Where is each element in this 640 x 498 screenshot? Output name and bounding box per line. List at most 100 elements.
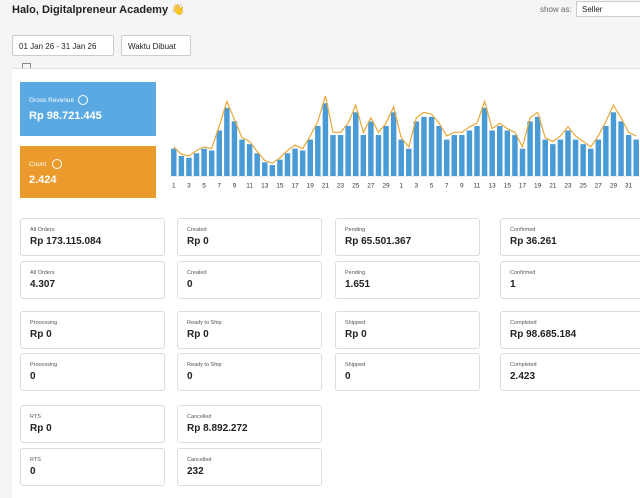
stat-card[interactable]: Cancelled Rp 8.892.272 xyxy=(177,405,322,443)
stat-card[interactable]: Confirmed 1 xyxy=(500,261,640,299)
x-tick-label: 13 xyxy=(261,183,269,190)
time-type-filter[interactable]: Waktu Dibuat ⌄ xyxy=(121,35,191,72)
card-label: Pending xyxy=(345,227,366,233)
bar xyxy=(171,148,177,176)
bar xyxy=(360,135,367,176)
x-tick-label: 21 xyxy=(322,183,330,190)
x-tick-label: 13 xyxy=(489,183,497,190)
bar xyxy=(413,121,420,176)
x-tick-label: 19 xyxy=(534,183,542,190)
bar xyxy=(618,121,624,176)
bar xyxy=(534,116,541,176)
stat-card[interactable]: Confirmed Rp 36.261 xyxy=(500,218,640,256)
bar xyxy=(542,139,548,176)
x-tick-label: 9 xyxy=(233,183,237,190)
stat-card[interactable]: All Orders Rp 173.115.084 xyxy=(20,218,165,256)
bar xyxy=(633,139,639,176)
date-filter[interactable]: 01 Jan 26 - 31 Jan 26 xyxy=(12,35,114,73)
info-icon xyxy=(52,159,62,169)
x-tick-label: 27 xyxy=(367,183,375,190)
stat-card[interactable]: Pending Rp 65.501.367 xyxy=(335,218,480,256)
card-label: Processing xyxy=(30,362,58,368)
card-label: Confirmed xyxy=(510,270,536,276)
stat-card[interactable]: Processing Rp 0 xyxy=(20,311,165,349)
bar xyxy=(352,112,359,176)
card-value: 0 xyxy=(345,371,351,382)
bar xyxy=(208,150,215,176)
summary-value: Rp 98.721.445 xyxy=(29,110,102,122)
bar xyxy=(330,135,336,176)
bar xyxy=(610,112,617,176)
stat-card[interactable]: RTS 0 xyxy=(20,448,165,486)
card-value: 4.307 xyxy=(30,279,56,290)
summary-label: Count xyxy=(29,161,47,168)
stat-card[interactable]: Cancelled 232 xyxy=(177,448,322,486)
bar xyxy=(436,125,442,176)
time-type-text: Waktu Dibuat xyxy=(128,42,176,51)
bar xyxy=(595,139,602,176)
stat-card[interactable]: RTS Rp 0 xyxy=(20,405,165,443)
bar xyxy=(299,150,306,176)
stat-card[interactable]: Completed 2.423 xyxy=(500,353,640,391)
card-value: 0 xyxy=(30,466,36,477)
card-value: 232 xyxy=(187,466,204,477)
card-value: 0 xyxy=(30,371,36,382)
x-tick-label: 7 xyxy=(445,183,449,190)
bar xyxy=(383,125,389,176)
card-value: Rp 65.501.367 xyxy=(345,236,412,247)
x-tick-label: 25 xyxy=(352,183,360,190)
card-value: Rp 0 xyxy=(187,329,209,340)
show-as-select[interactable]: Seller xyxy=(576,1,640,17)
bar xyxy=(231,121,238,176)
bar xyxy=(224,107,230,176)
stat-card[interactable]: Processing 0 xyxy=(20,353,165,391)
page-title: Halo, Digitalpreneur Academy 👋 xyxy=(12,4,185,16)
bar xyxy=(322,103,329,176)
summary-card[interactable]: Gross Revenue Rp 98.721.445 xyxy=(20,82,156,136)
card-label: Cancelled xyxy=(187,414,212,420)
card-value: 1.651 xyxy=(345,279,371,290)
bar xyxy=(443,139,450,176)
card-label: RTS xyxy=(30,457,41,463)
card-value: Rp 8.892.272 xyxy=(187,423,248,434)
bar xyxy=(277,159,283,176)
line xyxy=(173,95,637,164)
stat-card[interactable]: Ready to Ship Rp 0 xyxy=(177,311,322,349)
stat-card[interactable]: All Orders 4.307 xyxy=(20,261,165,299)
stat-card[interactable]: Created 0 xyxy=(177,261,322,299)
card-label: All Orders xyxy=(30,227,55,233)
card-value: 0 xyxy=(187,371,193,382)
x-tick-label: 31 xyxy=(625,183,633,190)
summary-card[interactable]: Count 2.424 xyxy=(20,146,156,198)
stat-card[interactable]: Completed Rp 98.685.184 xyxy=(500,311,640,349)
card-value: Rp 0 xyxy=(30,423,52,434)
date-text: 01 Jan 26 - 31 Jan 26 xyxy=(19,42,97,51)
stat-card[interactable]: Pending 1.651 xyxy=(335,261,480,299)
bar xyxy=(565,130,571,176)
card-label: RTS xyxy=(30,414,41,420)
bar xyxy=(307,139,313,176)
bar xyxy=(315,125,321,176)
bar xyxy=(178,155,185,176)
stat-card[interactable]: Created Rp 0 xyxy=(177,218,322,256)
summary-value: 2.424 xyxy=(29,174,57,186)
card-value: Rp 98.685.184 xyxy=(510,329,577,340)
bar xyxy=(428,116,435,176)
stat-card[interactable]: Ready to Ship 0 xyxy=(177,353,322,391)
card-label: Confirmed xyxy=(510,227,536,233)
card-label: Processing xyxy=(30,320,58,326)
x-tick-label: 27 xyxy=(595,183,603,190)
x-tick-label: 17 xyxy=(291,183,299,190)
bar xyxy=(504,130,511,176)
stat-card[interactable]: Shipped Rp 0 xyxy=(335,311,480,349)
info-icon xyxy=(78,95,88,105)
stat-card[interactable]: Shipped 0 xyxy=(335,353,480,391)
bar xyxy=(489,130,495,176)
bar xyxy=(186,157,192,176)
x-tick-label: 25 xyxy=(580,183,588,190)
card-label: All Orders xyxy=(30,270,55,276)
bar xyxy=(474,125,480,176)
bar xyxy=(406,148,412,176)
chevron: ⌄ xyxy=(128,63,135,72)
